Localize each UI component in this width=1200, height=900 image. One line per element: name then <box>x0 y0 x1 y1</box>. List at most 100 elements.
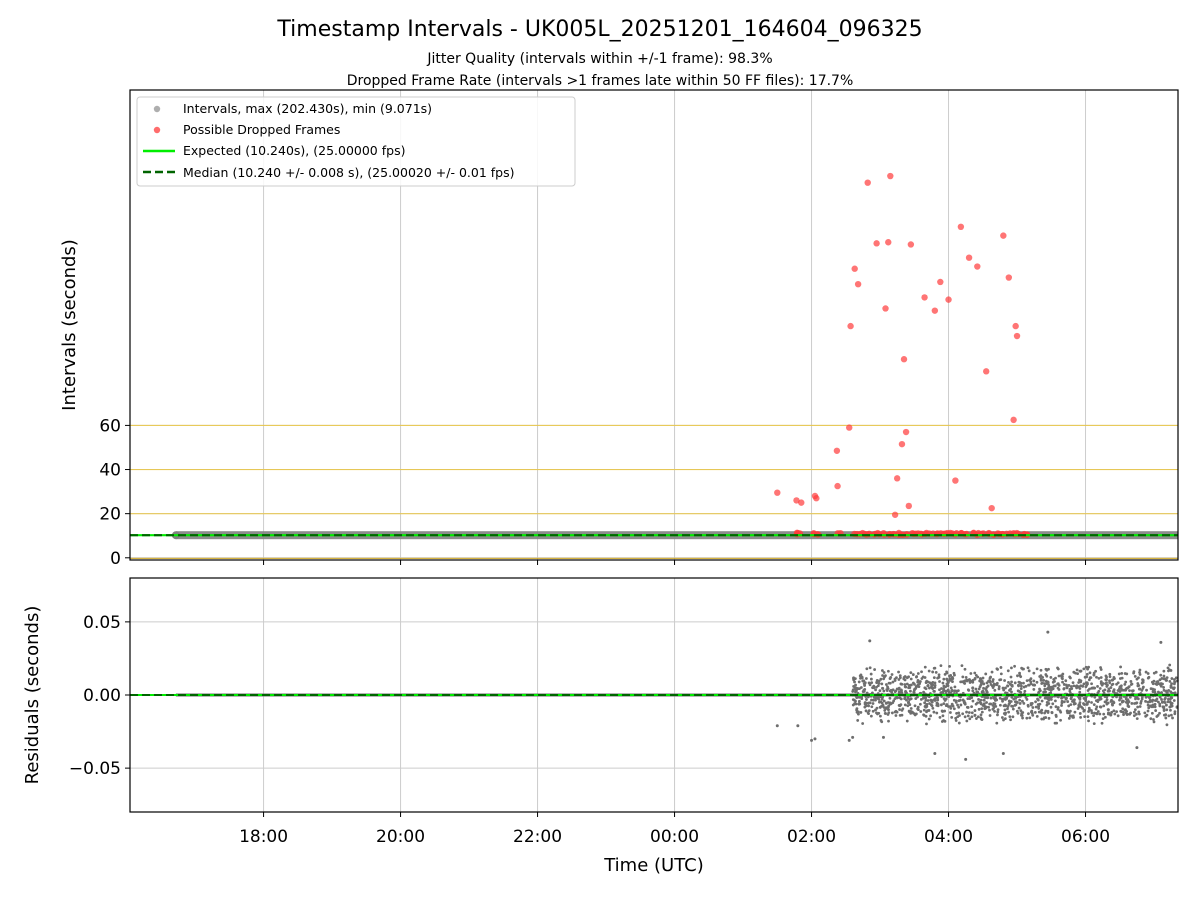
residual-point <box>931 680 935 684</box>
residual-point <box>928 681 932 685</box>
residual-point <box>1069 685 1073 688</box>
residual-point <box>868 666 872 670</box>
residual-point <box>1039 674 1043 678</box>
residual-point <box>1138 673 1142 676</box>
residual-point <box>857 680 861 684</box>
dropped-frame-point <box>882 305 889 312</box>
residual-point <box>877 679 881 683</box>
residual-point <box>1098 705 1102 709</box>
residual-point <box>1007 680 1010 684</box>
residual-point <box>1090 682 1093 686</box>
residual-point <box>1006 684 1009 688</box>
residual-point <box>880 669 884 672</box>
residual-point <box>1137 712 1141 716</box>
residual-point <box>1031 706 1035 709</box>
residual-point <box>852 698 856 702</box>
residual-point <box>1032 688 1036 691</box>
residual-point <box>888 689 892 693</box>
residual-point <box>885 689 889 693</box>
residual-point <box>1136 697 1140 701</box>
dropped-frame-point <box>854 280 862 288</box>
residual-point <box>993 688 997 692</box>
residual-point <box>878 689 882 693</box>
residual-point <box>875 706 879 710</box>
residual-point <box>1104 682 1108 686</box>
residual-point <box>993 710 996 713</box>
residual-point <box>886 713 890 716</box>
residual-point <box>924 687 928 691</box>
residual-point <box>1095 675 1098 679</box>
residual-point <box>1123 708 1127 712</box>
dropped-frame-point <box>900 356 908 363</box>
residual-outlier-point <box>964 757 968 761</box>
residual-point <box>1003 708 1007 712</box>
residual-point <box>1152 679 1156 683</box>
residual-point <box>884 707 888 710</box>
residual-point <box>970 705 974 708</box>
residual-point <box>1085 672 1089 676</box>
chart-title: Timestamp Intervals - UK005L_20251201_16… <box>276 17 922 42</box>
residual-point <box>1133 708 1137 712</box>
residual-point <box>967 688 971 692</box>
residual-point <box>1028 716 1032 720</box>
residual-point <box>1169 713 1173 717</box>
residual-point <box>1150 711 1154 715</box>
residual-point <box>1068 675 1072 679</box>
residual-point <box>1026 703 1030 707</box>
residual-point <box>1050 711 1054 715</box>
residuals-y-axis-label: Residuals (seconds) <box>22 606 43 785</box>
residual-point <box>1138 687 1142 691</box>
residual-point <box>1151 698 1155 702</box>
residual-point <box>1046 711 1050 714</box>
residual-point <box>1135 701 1139 705</box>
residual-point <box>1120 710 1124 714</box>
residual-point <box>928 686 931 690</box>
residual-point <box>888 677 892 680</box>
residual-point <box>1138 705 1142 708</box>
residual-point <box>905 698 908 702</box>
residual-point <box>1135 717 1139 721</box>
residual-point <box>1144 670 1148 674</box>
residual-point <box>868 701 872 705</box>
residual-point <box>923 665 927 669</box>
residual-point <box>922 713 926 717</box>
residual-point <box>982 686 985 690</box>
residual-point <box>852 676 856 680</box>
dropped-frame-point <box>945 296 952 303</box>
residual-point <box>1151 690 1155 694</box>
residual-point <box>973 677 977 681</box>
residual-point <box>880 682 884 686</box>
residual-point <box>1108 672 1112 676</box>
residual-point <box>1097 676 1101 680</box>
residual-point <box>989 675 992 679</box>
residual-point <box>880 697 884 701</box>
residual-point <box>1035 680 1039 684</box>
residual-point <box>932 689 936 693</box>
residual-point <box>1146 703 1150 707</box>
residual-point <box>1095 712 1099 716</box>
residual-point <box>909 671 913 675</box>
residual-point <box>891 680 895 684</box>
residual-point <box>883 675 886 679</box>
dropped-frame-point <box>902 428 910 436</box>
residual-point <box>1130 702 1134 705</box>
residual-point <box>1077 705 1081 708</box>
residual-point <box>912 691 916 695</box>
residual-point <box>976 701 979 705</box>
residual-point <box>890 711 894 715</box>
residual-point <box>890 673 894 676</box>
residual-point <box>1065 683 1068 687</box>
residual-point <box>892 699 896 703</box>
residual-point <box>946 684 950 688</box>
residual-point <box>1155 697 1159 701</box>
residual-point <box>909 711 913 715</box>
dropped-frame-point <box>864 179 871 186</box>
x-tick-label-1: 20:00 <box>376 827 425 847</box>
residual-point <box>1008 682 1012 686</box>
residual-point <box>1110 702 1114 706</box>
residual-point <box>863 684 866 687</box>
residual-point <box>969 672 973 675</box>
residual-point <box>1002 704 1006 708</box>
residual-point <box>1011 715 1015 719</box>
residual-point <box>959 703 963 707</box>
